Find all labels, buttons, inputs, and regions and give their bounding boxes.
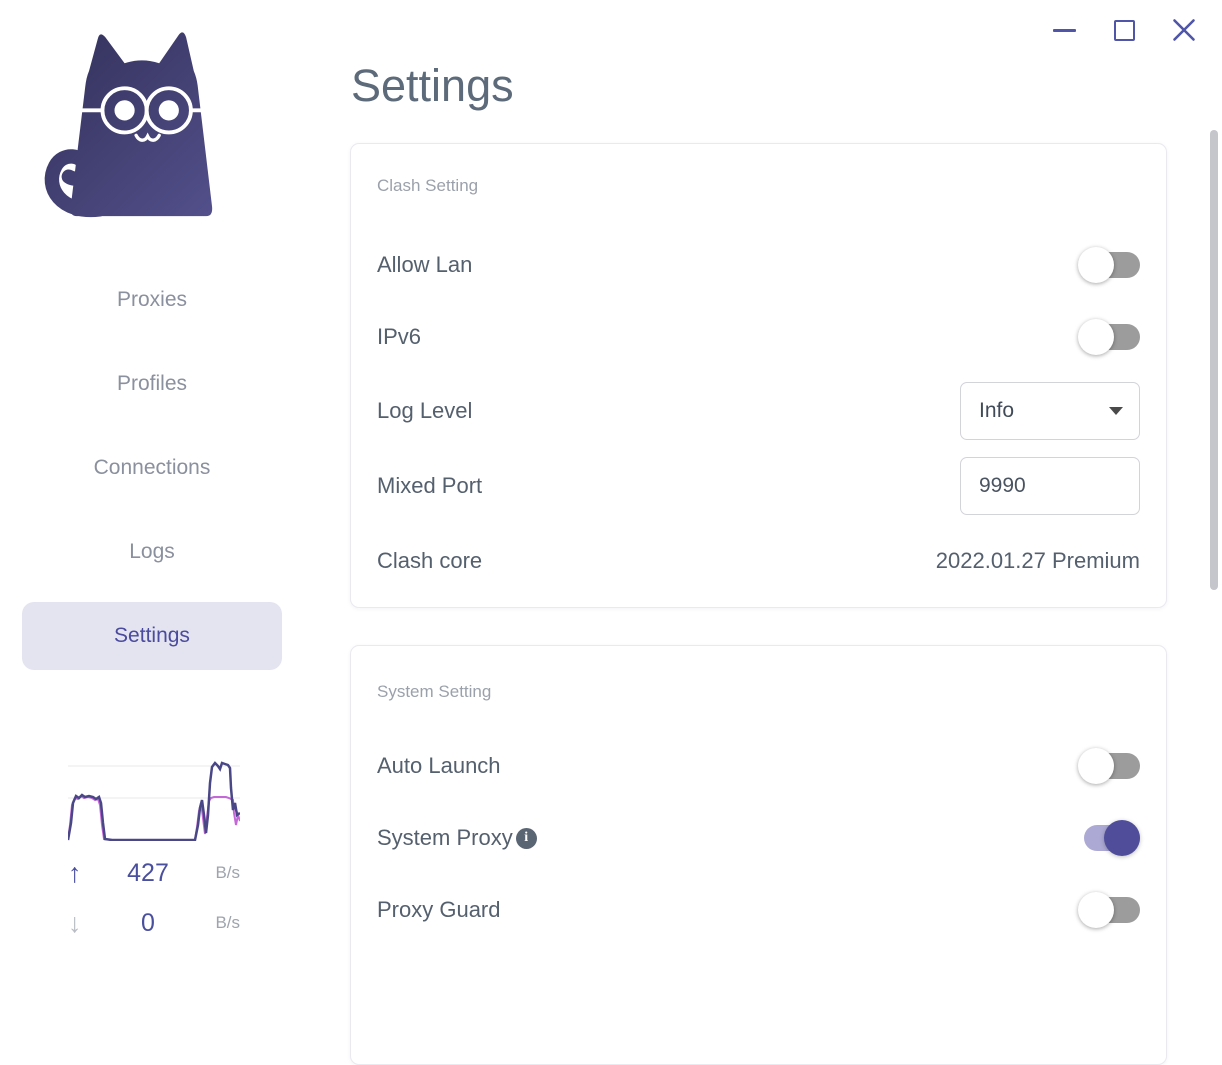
chevron-down-icon: [1109, 407, 1123, 415]
download-row: ↓ 0 B/s: [68, 905, 240, 941]
window-controls: [1044, 10, 1204, 50]
traffic-graph: [68, 761, 240, 841]
arrow-up-icon: ↑: [68, 857, 82, 888]
sidebar-item-proxies[interactable]: Proxies: [22, 266, 282, 334]
page-title: Settings: [351, 60, 514, 111]
log-level-label: Log Level: [377, 398, 473, 423]
mixed-port-input[interactable]: [960, 457, 1140, 515]
sidebar: Proxies Profiles Connections Logs Settin…: [0, 0, 305, 956]
mixed-port-row: Mixed Port: [377, 457, 1140, 515]
auto-launch-row: Auto Launch: [377, 737, 1140, 795]
system-proxy-toggle[interactable]: [1080, 819, 1140, 857]
clash-core-row: Clash core 2022.01.27 Premium: [377, 532, 1140, 590]
ipv6-label: IPv6: [377, 324, 422, 349]
allow-lan-row: Allow Lan: [377, 236, 1140, 294]
sidebar-item-connections[interactable]: Connections: [22, 434, 282, 502]
ipv6-row: IPv6: [377, 308, 1140, 366]
clash-core-label: Clash core: [377, 548, 483, 573]
card-title: Clash Setting: [377, 176, 479, 195]
upload-row: ↑ 427 B/s: [68, 855, 240, 891]
clash-core-value: 2022.01.27 Premium: [935, 548, 1140, 573]
system-proxy-label: System Proxy i: [377, 825, 537, 851]
system-setting-card: System Setting Auto Launch System Proxy …: [350, 645, 1167, 1065]
card-title: System Setting: [377, 682, 492, 701]
log-level-row: Log Level Info: [377, 382, 1140, 440]
log-level-select[interactable]: Info: [960, 382, 1140, 440]
toggle-thumb: [1104, 820, 1140, 856]
mixed-port-label: Mixed Port: [377, 473, 483, 498]
log-level-value: Info: [979, 399, 1015, 422]
clash-cat-logo: [44, 32, 213, 218]
auto-launch-toggle[interactable]: [1078, 747, 1140, 785]
sidebar-item-label: Connections: [93, 456, 211, 479]
close-icon: [1173, 19, 1195, 41]
sidebar-item-label: Settings: [114, 624, 190, 647]
proxy-guard-toggle[interactable]: [1078, 891, 1140, 929]
traffic-download-line: [68, 794, 240, 841]
sidebar-item-label: Profiles: [116, 372, 188, 395]
allow-lan-label: Allow Lan: [377, 252, 473, 277]
sidebar-item-label: Logs: [129, 540, 175, 563]
proxy-guard-row: Proxy Guard: [377, 881, 1140, 939]
info-icon[interactable]: i: [515, 827, 537, 849]
maximize-icon: [1113, 19, 1135, 41]
clash-setting-card: Clash Setting Allow Lan IPv6 Log Level I…: [350, 143, 1167, 608]
arrow-down-icon: ↓: [68, 907, 82, 938]
scrollbar-thumb[interactable]: [1210, 130, 1218, 590]
sidebar-item-logs[interactable]: Logs: [22, 518, 282, 586]
proxy-guard-label: Proxy Guard: [377, 897, 501, 922]
toggle-thumb: [1078, 319, 1114, 355]
toggle-thumb: [1078, 892, 1114, 928]
toggle-thumb: [1078, 748, 1114, 784]
allow-lan-toggle[interactable]: [1078, 246, 1140, 284]
traffic-panel: ↑ 427 B/s ↓ 0 B/s: [68, 753, 240, 941]
auto-launch-label: Auto Launch: [377, 753, 501, 778]
maximize-button[interactable]: [1104, 10, 1144, 50]
system-proxy-label-text: System Proxy: [377, 825, 513, 850]
upload-value: 427: [127, 858, 169, 887]
close-button[interactable]: [1164, 10, 1204, 50]
sidebar-nav: Proxies Profiles Connections Logs Settin…: [22, 266, 282, 686]
ipv6-toggle[interactable]: [1078, 318, 1140, 356]
download-value: 0: [141, 908, 155, 937]
sidebar-item-settings[interactable]: Settings: [22, 602, 282, 670]
minimize-button[interactable]: [1044, 10, 1084, 50]
traffic-upload-line: [68, 761, 240, 841]
system-proxy-row: System Proxy i: [377, 809, 1140, 867]
minimize-icon: [1052, 28, 1076, 32]
toggle-thumb: [1078, 247, 1114, 283]
sidebar-item-profiles[interactable]: Profiles: [22, 350, 282, 418]
sidebar-item-label: Proxies: [116, 288, 188, 311]
download-unit: B/s: [215, 913, 240, 932]
upload-unit: B/s: [215, 863, 240, 882]
